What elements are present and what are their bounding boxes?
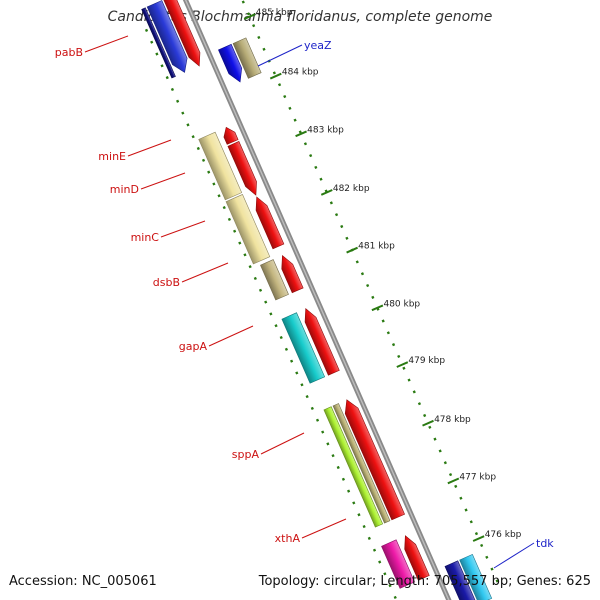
accession-label: Accession: NC_005061 <box>9 574 157 589</box>
gene-label-gapA: gapA <box>179 340 208 353</box>
gene-label-sppA: sppA <box>232 448 260 461</box>
scale-tick-label: 481 kbp <box>358 242 395 252</box>
gene-minE-pale-feature <box>198 131 243 201</box>
scale-tick <box>269 72 282 80</box>
gene-label-yeaZ: yeaZ <box>304 39 332 52</box>
scale-tick <box>422 419 434 427</box>
gene-label-xthA: xthA <box>275 532 301 545</box>
gene-gapA-red-feature <box>304 308 340 376</box>
gene-label-minE: minE <box>98 150 126 163</box>
gene-label-leader-dsbB <box>181 262 229 283</box>
gene-dsbB-red-feature <box>281 254 304 294</box>
gene-label-leader-pabB <box>84 35 129 53</box>
gene-label-minD: minD <box>110 183 139 196</box>
scale-tick <box>243 13 256 20</box>
scale-tick <box>472 535 485 542</box>
scale-tick-label: 484 kbp <box>282 68 319 78</box>
genome-backbone-highlight <box>184 0 450 600</box>
gene-label-minC: minC <box>131 231 160 244</box>
scale-tick-label: 479 kbp <box>408 356 445 366</box>
gene-label-leader-minD <box>140 172 186 190</box>
scale-tick-label: 478 kbp <box>434 415 471 425</box>
scale-tick <box>295 130 307 138</box>
scale-tick <box>396 361 409 368</box>
gene-label-leader-tdk <box>493 542 535 569</box>
gene-sppA-lime-feature <box>323 406 384 528</box>
inner-dotted-guide <box>144 28 398 600</box>
gene-pabB-blue-feature <box>146 0 188 73</box>
outer-dotted-guide <box>241 0 501 588</box>
gene-label-dsbB: dsbB <box>153 276 180 289</box>
gene-label-leader-sppA <box>260 432 305 455</box>
gene-xthA-red-feature <box>404 535 430 581</box>
scale-tick <box>346 246 358 254</box>
gene-minE-red-small-feature <box>223 126 239 145</box>
gene-xthA-magenta-feature <box>381 539 416 589</box>
gene-label-leader-minC <box>160 220 206 238</box>
gene-gapA-cyan-feature <box>281 312 326 384</box>
scale-tick-label: 483 kbp <box>307 125 344 135</box>
scale-tick-label: 477 kbp <box>459 472 496 482</box>
genome-stats: Topology: circular; Length: 705,557 bp; … <box>258 574 591 589</box>
gene-yeaZ-blue-feature <box>218 43 243 83</box>
gene-label-leader-yeaZ <box>257 44 303 67</box>
gene-tdk-cyan-feature <box>459 554 493 600</box>
gene-label-pabB: pabB <box>55 46 83 59</box>
scale-tick-label: 482 kbp <box>333 184 370 194</box>
gene-label-leader-gapA <box>208 325 254 347</box>
gene-label-leader-xthA <box>301 518 347 539</box>
gene-yeaZ-olive-feature <box>232 37 262 79</box>
gene-sppA-olive-feature <box>332 403 391 524</box>
scale-tick <box>447 477 460 485</box>
scale-tick-label: 480 kbp <box>383 299 420 309</box>
gene-minE-red-feature <box>227 141 257 196</box>
map-title: Candidatus Blochmannia floridanus, compl… <box>107 9 493 25</box>
gene-dsbB-olive-feature <box>260 259 289 301</box>
scale-tick-label: 476 kbp <box>485 530 522 540</box>
gene-label-tdk: tdk <box>536 537 554 550</box>
gene-sppA-red-feature <box>344 399 406 521</box>
scale-tick <box>320 189 333 196</box>
scale-tick <box>371 304 384 312</box>
gene-minD-pale-feature <box>225 194 271 265</box>
gene-pabB-navy-feature <box>141 7 176 79</box>
gene-label-leader-minE <box>127 139 172 157</box>
scale-tick-label: 485 kbp <box>256 8 293 18</box>
gene-minC-red-feature <box>255 196 285 250</box>
gene-pabB-red-feature <box>163 0 201 67</box>
gene-tdk-navy-feature <box>444 560 478 600</box>
